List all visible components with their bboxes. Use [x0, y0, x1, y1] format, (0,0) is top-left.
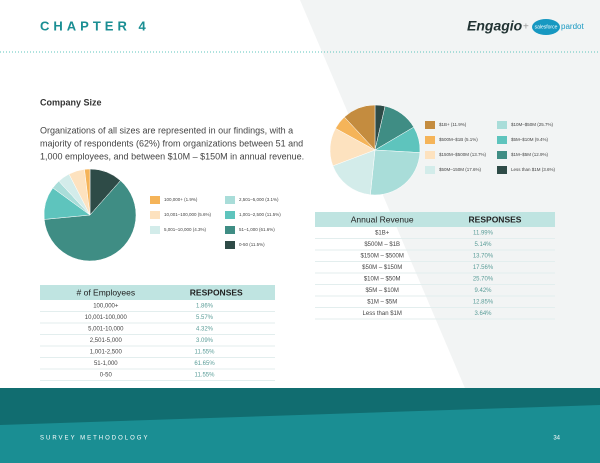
cell: 1.86%	[196, 304, 214, 310]
table-header	[40, 285, 275, 300]
cell: 25.70%	[473, 277, 494, 283]
cell: 51-1,000	[94, 361, 118, 367]
legend-label: 0-50 (11.5%)	[239, 242, 265, 247]
legend-swatch	[425, 136, 435, 144]
chapter: CHAPTER 4	[40, 18, 150, 33]
cell: $1M – $5M	[367, 300, 397, 306]
cell: 5.14%	[474, 242, 492, 248]
cell: 100,000+	[93, 304, 119, 310]
legend-swatch	[150, 211, 160, 219]
pie-slice	[84, 168, 91, 216]
paragraph-line: majority of respondents (62%) from organ…	[40, 138, 303, 148]
legend-label: $50M–150M (17.6%)	[439, 167, 482, 172]
legend-swatch	[425, 151, 435, 159]
cell: 12.85%	[473, 300, 494, 306]
legend-label: $1B+ (11.9%)	[439, 122, 467, 127]
cell: 5.57%	[196, 315, 214, 321]
legend-swatch	[497, 136, 507, 144]
cell: 11.55%	[195, 350, 216, 356]
legend-label: 10,001–100,000 (5.6%)	[164, 212, 212, 217]
legend-swatch	[425, 121, 435, 129]
cloud	[532, 19, 560, 35]
cell: 4.32%	[196, 327, 214, 333]
legend-label: $150M–$500M (13.7%)	[439, 152, 487, 157]
plus: +	[523, 22, 529, 33]
column-header: RESPONSES	[469, 214, 522, 224]
cell: 61.65%	[194, 361, 215, 367]
cell: 1,001-2,500	[90, 350, 123, 356]
pie-slice	[43, 180, 137, 262]
paragraph-line: 1,000 employees, and between $10M – $150…	[40, 151, 304, 161]
cell: $150M – $500M	[361, 254, 404, 260]
legend-swatch	[150, 226, 160, 234]
legend-label: $10M–$50M (25.7%)	[511, 122, 554, 127]
pie-slice	[332, 149, 376, 196]
cell: 0-50	[100, 373, 113, 379]
bg-shape	[300, 0, 600, 400]
legend-label: 5,001–10,000 (4.3%)	[164, 227, 207, 232]
partner: pardot	[561, 22, 584, 31]
legend-swatch	[150, 196, 160, 204]
legend-swatch	[497, 121, 507, 129]
legend-swatch	[425, 166, 435, 174]
partner-brand: salesforce	[535, 24, 558, 30]
table-header	[315, 212, 555, 227]
legend-label: $5M–$10M (9.4%)	[511, 137, 549, 142]
legend-swatch	[225, 241, 235, 249]
legend-label: 2,501–5,000 (3.1%)	[239, 197, 279, 202]
legend-swatch	[225, 196, 235, 204]
pie-slice	[370, 149, 421, 196]
legend-swatch	[225, 226, 235, 234]
cell: 17.56%	[473, 265, 494, 271]
pie-slice	[344, 104, 376, 151]
legend-label: 51–1,000 (61.6%)	[239, 227, 275, 232]
legend-label: 100,000+ (1.9%)	[164, 197, 198, 202]
cell: 10,001-100,000	[85, 315, 128, 321]
column-header: RESPONSES	[190, 287, 243, 297]
cell: 3.09%	[196, 338, 214, 344]
cell: 2,501-5,000	[90, 338, 123, 344]
cell: 11.55%	[195, 373, 216, 379]
cell: Less than $1M	[363, 311, 402, 317]
legend-label: $1M–$5M (12.9%)	[511, 152, 549, 157]
paragraph-line: Organizations of all sizes are represent…	[40, 125, 293, 135]
legend-swatch	[225, 211, 235, 219]
cell: 13.70%	[473, 254, 494, 260]
footer-section: SURVEY METHODOLOGY	[40, 436, 149, 442]
cell: 5,001-10,000	[88, 327, 124, 333]
column-header: Annual Revenue	[351, 214, 414, 224]
legend-swatch	[497, 151, 507, 159]
cell: 3.64%	[474, 311, 492, 317]
footer-shade	[0, 388, 600, 425]
heading: Company Size	[40, 97, 102, 107]
column-header: # of Employees	[77, 287, 136, 297]
cell: $500M – $1B	[364, 242, 400, 248]
cell: $1B+	[375, 231, 390, 237]
cell: $10M – $50M	[364, 277, 401, 283]
legend-label: Less than $1M (3.6%)	[511, 167, 556, 172]
logo: Engagio	[467, 18, 523, 34]
cell: 9.42%	[474, 288, 492, 294]
legend-swatch	[497, 166, 507, 174]
cell: $5M – $10M	[366, 288, 399, 294]
page-number: 34	[553, 436, 560, 442]
legend-label: 1,001–2,500 (11.5%)	[239, 212, 281, 217]
cell: 11.99%	[473, 231, 494, 237]
legend-label: $500M–$1B (5.1%)	[439, 137, 478, 142]
cell: $50M – $150M	[362, 265, 402, 271]
